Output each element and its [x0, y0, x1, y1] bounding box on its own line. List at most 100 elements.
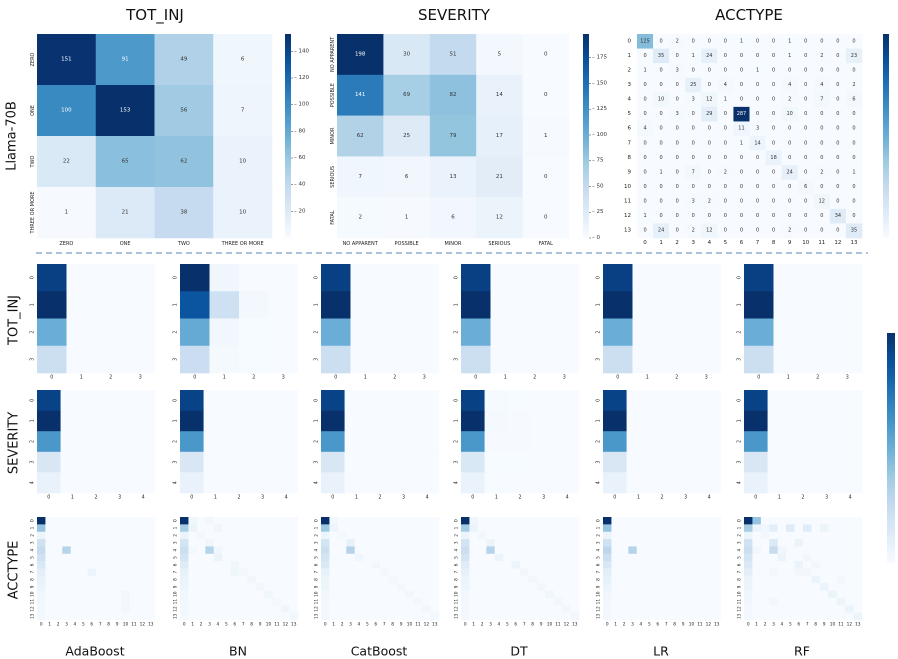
heatmap-cell: [484, 472, 509, 494]
heatmap-cell: [53, 597, 63, 606]
heatmap-cell: [813, 150, 831, 166]
heatmap-cell: [380, 575, 389, 584]
heatmap-cell: [247, 605, 257, 613]
heatmap-cell: [773, 318, 804, 347]
heatmap-cell: [853, 539, 863, 547]
cell-value: 6: [451, 215, 455, 221]
heatmap-cell: [531, 410, 556, 432]
heatmap-cell: [603, 531, 612, 540]
heatmap-cell: [653, 583, 663, 591]
heatmap-cell: [636, 612, 646, 621]
y-tick-label: 9: [314, 585, 320, 588]
heatmap-cell: [701, 223, 718, 239]
heatmap-cell: [289, 568, 299, 577]
heatmap-cell: [203, 390, 228, 411]
heatmap-cell: [60, 390, 85, 411]
colorbar-tick: – 140: [294, 48, 309, 54]
heatmap-cell: [484, 431, 509, 453]
heatmap-cell: [70, 597, 80, 606]
heatmap-cell: [329, 546, 339, 555]
heatmap-cell: [797, 165, 815, 181]
heatmap-cell: [653, 208, 670, 224]
heatmap-cell: [461, 390, 485, 411]
heatmap-cell: [662, 546, 671, 555]
heatmap-cell: [329, 568, 339, 577]
heatmap-cell: [749, 194, 766, 210]
heatmap-cell: [188, 583, 198, 591]
y-tick-label: 3: [30, 461, 36, 464]
heatmap-cell: [662, 539, 671, 547]
heatmap-cell: [281, 583, 290, 591]
heatmap-cell: [555, 472, 580, 494]
x-tick-label: 0: [464, 622, 467, 628]
heatmap-cell: [205, 605, 215, 613]
heatmap-cell: [760, 597, 770, 606]
heatmap-cell: [380, 553, 389, 562]
heatmap-cell: [695, 612, 705, 621]
heatmap-cell: [744, 264, 774, 292]
heatmap-cell: [354, 575, 364, 584]
heatmap-cell: [422, 575, 431, 584]
heatmap-cell: [321, 553, 330, 562]
cell-value: 12: [819, 199, 825, 205]
heatmap-cell: [213, 612, 223, 621]
cell-value: 0: [804, 97, 807, 103]
heatmap-cell: [422, 531, 431, 540]
heatmap-cell: [744, 318, 774, 347]
heatmap-cell: [760, 605, 770, 613]
heatmap-cell: [96, 318, 126, 347]
heatmap-cell: [87, 531, 97, 540]
heatmap-cell: [125, 318, 156, 347]
heatmap-cell: [752, 597, 762, 606]
heatmap-cell: [415, 390, 440, 411]
y-tick-label: 0: [30, 519, 36, 522]
y-tick-label: 5: [596, 556, 602, 559]
heatmap-cell: [344, 390, 369, 411]
heatmap-cell: [494, 568, 504, 577]
cell-value: 0: [544, 92, 548, 98]
heatmap-cell: [769, 546, 779, 555]
y-tick-label: 2: [737, 534, 743, 537]
cell-value: 0: [756, 155, 759, 161]
heatmap-cell: [79, 517, 88, 525]
heatmap-cell: [131, 472, 156, 494]
heatmap-cell: [520, 575, 529, 584]
heatmap-cell: [553, 553, 563, 562]
heatmap-cell: [653, 77, 670, 93]
heatmap-cell: [786, 568, 795, 577]
x-tick-label: 2: [252, 375, 255, 381]
heatmap-cell: [669, 165, 686, 181]
x-tick-label: 0: [606, 622, 609, 628]
heatmap-cell: [337, 156, 384, 198]
heatmap-cell: [405, 583, 415, 591]
heatmap-cell: [196, 590, 206, 599]
heatmap-cell: [205, 553, 215, 562]
heatmap-cell: [781, 48, 799, 64]
heatmap-cell: [619, 590, 629, 599]
heatmap-cell: [180, 612, 189, 621]
heatmap-cell: [272, 561, 282, 569]
heatmap-cell: [603, 553, 612, 562]
x-tick-label: 8: [250, 622, 253, 628]
heatmap-cell: [188, 590, 198, 599]
heatmap-cell: [503, 561, 512, 569]
heatmap-cell: [131, 410, 156, 432]
heatmap-cell: [138, 561, 147, 569]
heatmap-cell: [669, 208, 686, 224]
heatmap-cell: [53, 561, 63, 569]
heatmap-cell: [786, 561, 795, 569]
heatmap-cell: [413, 590, 423, 599]
x-tick-label: 2: [660, 495, 663, 501]
heatmap-cell: [129, 561, 139, 569]
heatmap-cell: [645, 553, 654, 562]
heatmap-cell: [653, 34, 670, 49]
heatmap-cell: [112, 583, 122, 591]
heatmap-cell: [717, 48, 734, 64]
x-tick-label: 3: [139, 375, 142, 381]
heatmap-cell: [413, 546, 423, 555]
x-tick-label: 1: [80, 375, 83, 381]
heatmap-cell: [797, 92, 815, 108]
heatmap-cell: [797, 136, 815, 151]
heatmap-cell: [653, 568, 663, 577]
heatmap-cell: [213, 575, 223, 584]
